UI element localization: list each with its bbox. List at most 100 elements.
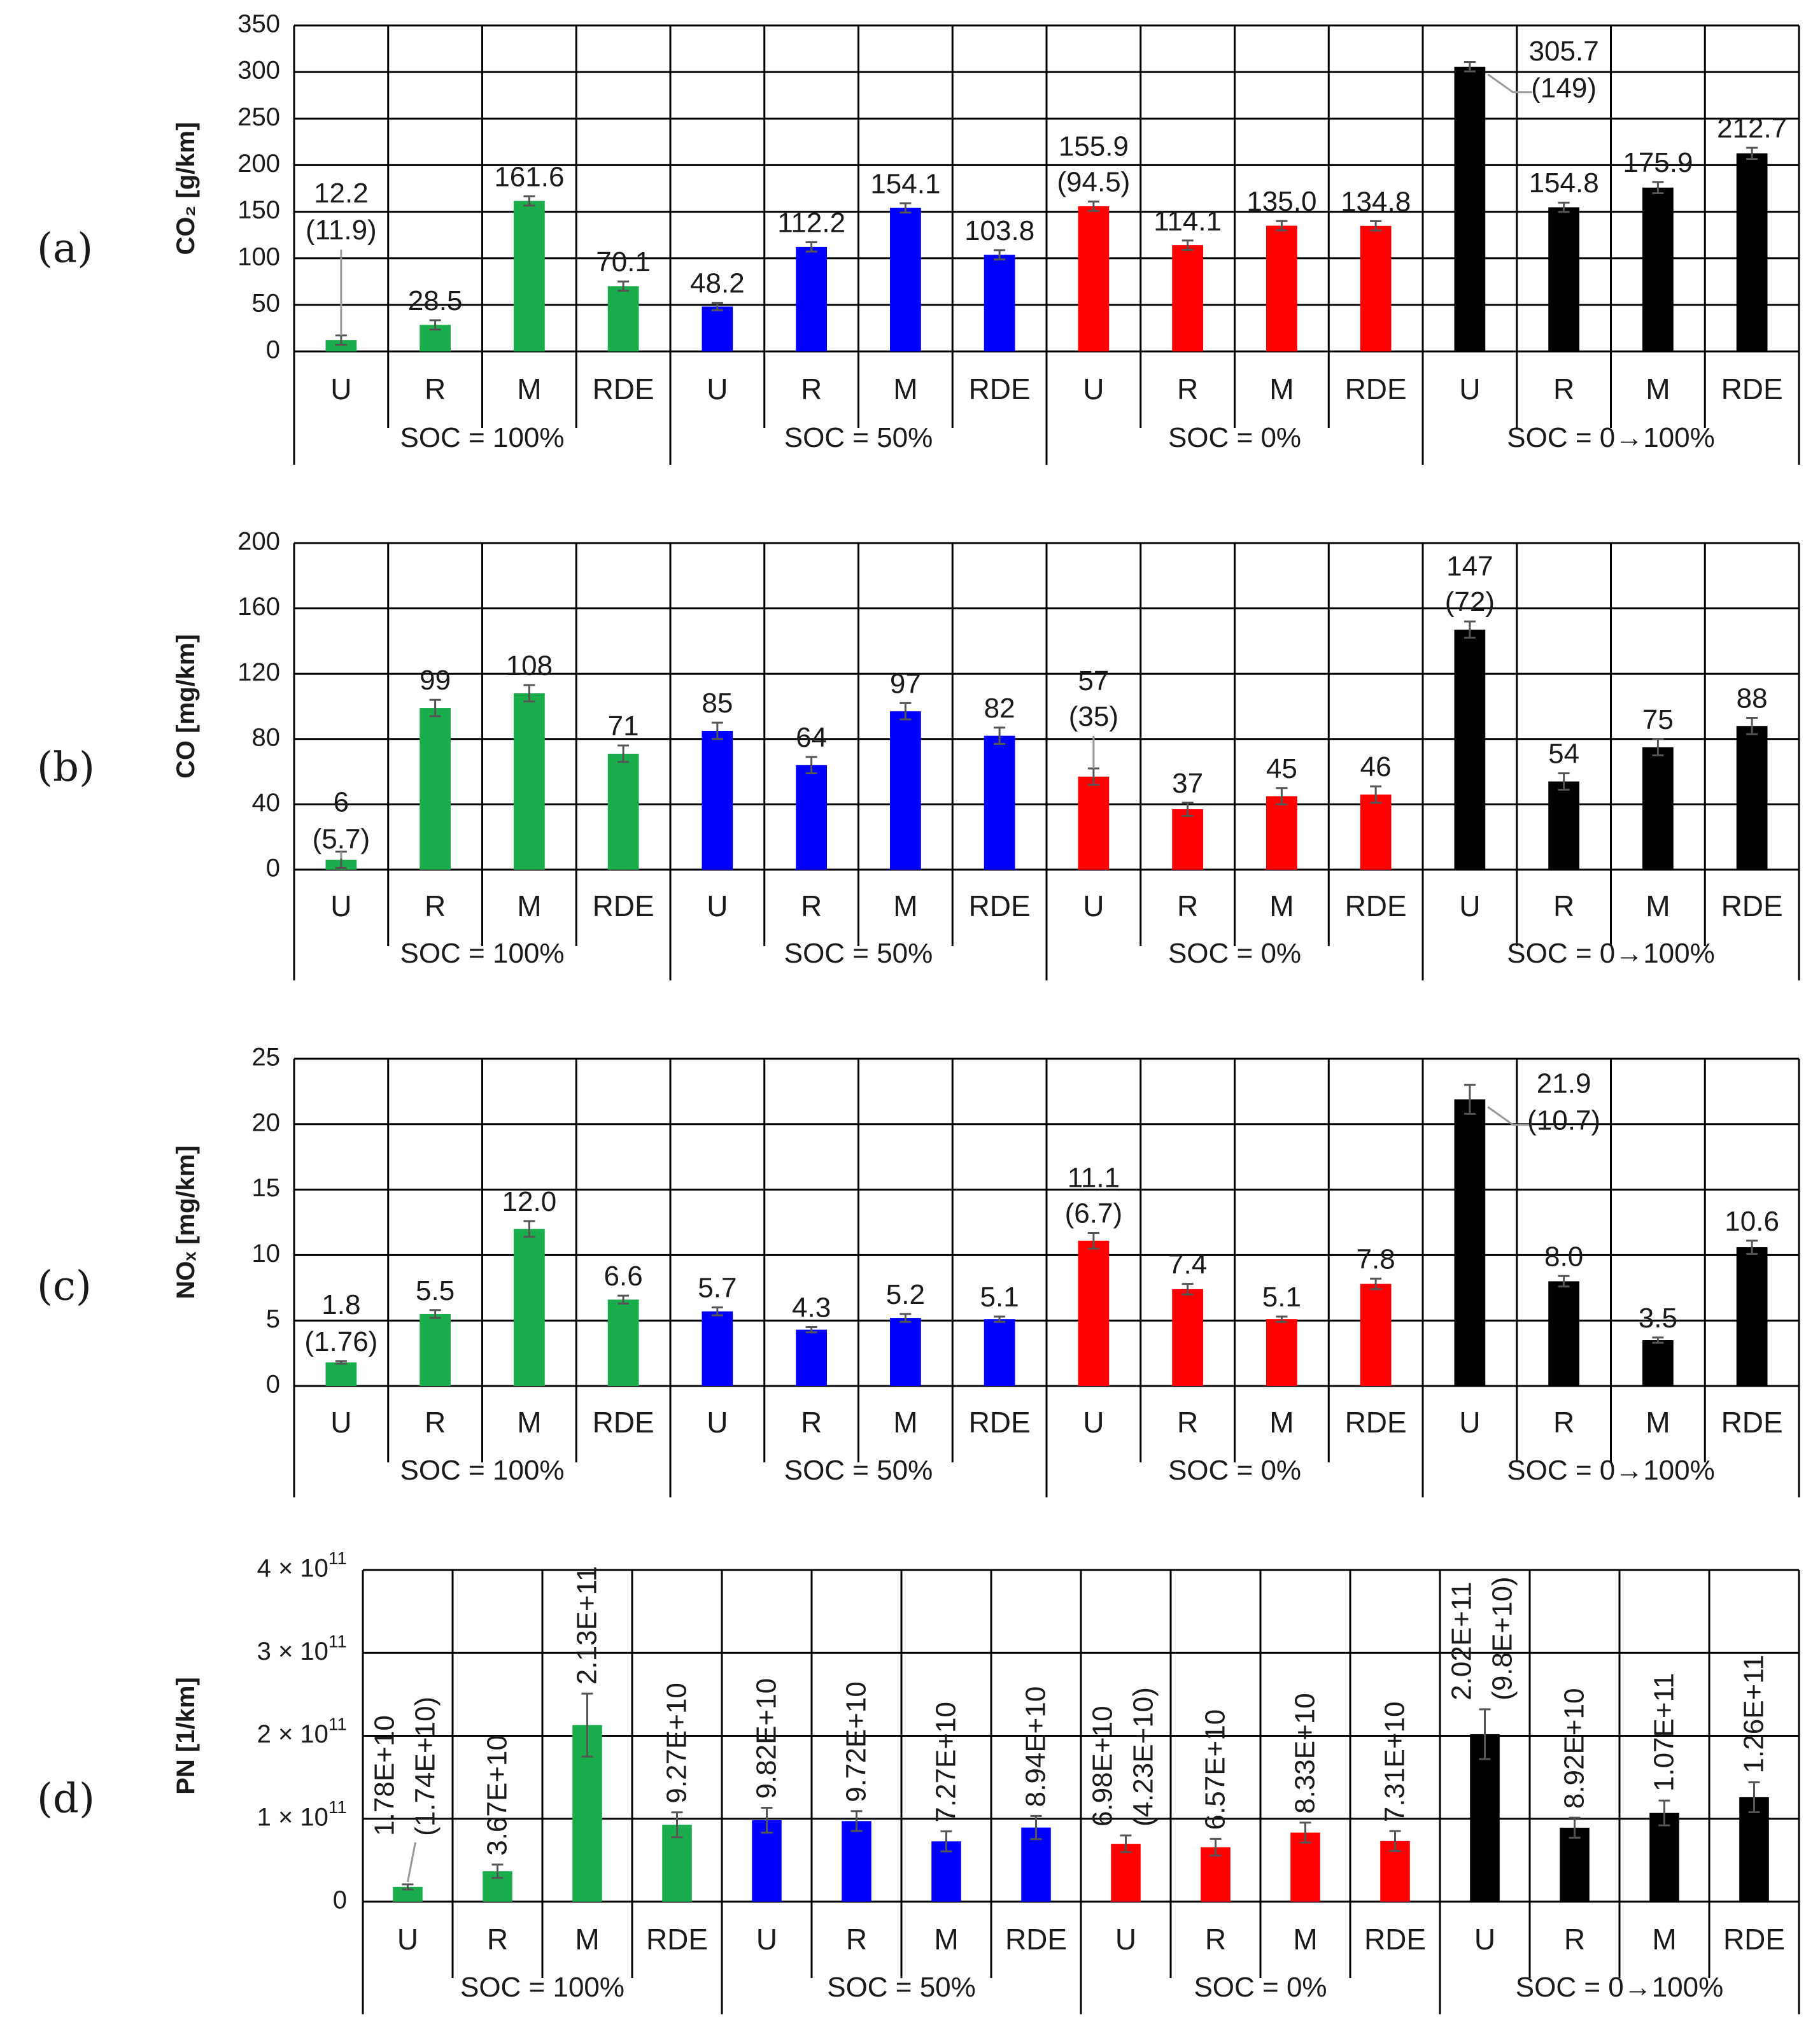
group-label: SOC = 0% <box>1168 1455 1301 1486</box>
data-label: 97 <box>890 668 921 699</box>
bar <box>1172 1289 1204 1386</box>
y-tick-label: 4 × 1011 <box>257 1548 347 1582</box>
y-tick-label: 150 <box>237 196 280 224</box>
category-label: RDE <box>1345 889 1407 923</box>
category-label: M <box>893 889 917 923</box>
category-label: M <box>517 889 541 923</box>
bar <box>842 1821 871 1902</box>
bar <box>1736 726 1768 870</box>
category-label: RDE <box>1364 1923 1426 1956</box>
y-axis-title: CO [mg/km] <box>172 634 200 779</box>
error-bar <box>1558 1275 1570 1288</box>
y-tick-label: 25 <box>252 1043 281 1071</box>
data-label: 5.5 <box>416 1275 455 1306</box>
data-label: 8.33E+10 <box>1290 1693 1321 1814</box>
category-label: M <box>1646 372 1670 406</box>
category-label: U <box>1459 372 1480 406</box>
y-tick-label: 160 <box>237 593 280 621</box>
data-label: 75 <box>1642 704 1674 735</box>
category-label: R <box>1553 1406 1574 1439</box>
error-bar <box>1087 201 1099 212</box>
bar <box>325 340 357 351</box>
y-tick-label: 15 <box>252 1174 281 1202</box>
y-tick-label: 50 <box>252 289 281 317</box>
category-label: U <box>1115 1923 1136 1956</box>
data-label: 6.98E+10 <box>1087 1706 1118 1827</box>
category-label: RDE <box>593 1406 654 1439</box>
data-label: 135.0 <box>1246 186 1316 217</box>
category-label: U <box>1083 889 1104 923</box>
category-label: M <box>517 1406 541 1439</box>
bar <box>752 1820 782 1902</box>
group-label: SOC = 0% <box>1168 422 1301 453</box>
data-label: 161.6 <box>494 161 564 192</box>
bar <box>796 246 828 351</box>
y-tick-label: 80 <box>252 723 281 751</box>
category-label: M <box>1269 1406 1294 1439</box>
bar <box>984 255 1015 351</box>
data-label: 112.2 <box>777 208 845 239</box>
error-bar <box>711 721 723 740</box>
y-tick-exponent: 11 <box>328 1548 347 1568</box>
data-label: 8.0 <box>1544 1241 1583 1272</box>
data-label: 12.0 <box>502 1186 557 1217</box>
leader-line <box>407 1842 416 1883</box>
data-label: 3.67E+10 <box>482 1735 513 1856</box>
data-label: 155.9 <box>1059 131 1129 162</box>
bar <box>1642 747 1674 870</box>
data-label: 28.5 <box>408 285 463 316</box>
data-label: 88 <box>1737 682 1768 714</box>
bar <box>1642 187 1674 351</box>
y-tick-label: 3 × 1011 <box>257 1632 347 1665</box>
error-bar <box>523 684 535 703</box>
panel-letter: (c) <box>37 1263 92 1310</box>
group-label: SOC = 0→100% <box>1507 422 1715 453</box>
bar <box>1078 206 1110 351</box>
y-axis-title: PN [1/km] <box>172 1677 200 1795</box>
error-bar <box>711 302 723 311</box>
bar <box>1649 1813 1679 1902</box>
bar <box>1739 1797 1769 1902</box>
data-label: 1.26E+11 <box>1739 1655 1770 1773</box>
y-tick-label: 5 <box>266 1305 280 1333</box>
data-sublabel: (1.74E+10) <box>410 1697 441 1836</box>
bar <box>1642 1340 1674 1386</box>
panel-letter: (a) <box>37 225 93 272</box>
category-label: R <box>1553 889 1574 923</box>
category-label: M <box>1646 889 1670 923</box>
data-label: 8.92E+10 <box>1559 1688 1590 1809</box>
error-bar <box>671 1811 683 1839</box>
category-label: RDE <box>969 1406 1031 1439</box>
category-label: U <box>397 1923 418 1956</box>
data-label: 6.6 <box>604 1261 643 1292</box>
error-bar <box>1389 1830 1401 1852</box>
chart-panel-3: (c) NOₓ [mg/km] 0 5 10 15 20 25 1.8 (1.76) U 5.5 R 12… <box>37 1043 1800 1497</box>
category-label: RDE <box>646 1923 708 1956</box>
category-label: M <box>1293 1923 1317 1956</box>
error-bar <box>491 1863 504 1879</box>
bar <box>889 1318 921 1386</box>
data-label: 108 <box>506 650 553 681</box>
group-label: SOC = 100% <box>400 422 564 453</box>
category-label: M <box>893 1406 917 1439</box>
data-label: 5.2 <box>886 1279 925 1310</box>
error-bar <box>1479 1708 1491 1760</box>
y-axis-title: CO₂ [g/km] <box>172 122 200 255</box>
data-sublabel: (9.8E+10) <box>1487 1576 1518 1700</box>
data-label: 54 <box>1548 739 1579 770</box>
data-label: 64 <box>796 722 827 753</box>
error-bar <box>1746 716 1758 735</box>
y-tick-label: 250 <box>237 103 280 131</box>
bar <box>1078 1240 1110 1386</box>
data-label: 305.7 <box>1529 36 1599 67</box>
bar <box>702 306 733 351</box>
y-tick-label: 2 × 1011 <box>257 1714 347 1748</box>
error-bar <box>1182 802 1194 817</box>
bar <box>607 286 639 351</box>
category-label: U <box>1459 1406 1480 1439</box>
data-label: 212.7 <box>1717 113 1787 144</box>
error-bar <box>1276 1315 1288 1323</box>
bar <box>1290 1832 1320 1902</box>
error-bar <box>1370 785 1382 804</box>
error-bar <box>899 702 912 721</box>
